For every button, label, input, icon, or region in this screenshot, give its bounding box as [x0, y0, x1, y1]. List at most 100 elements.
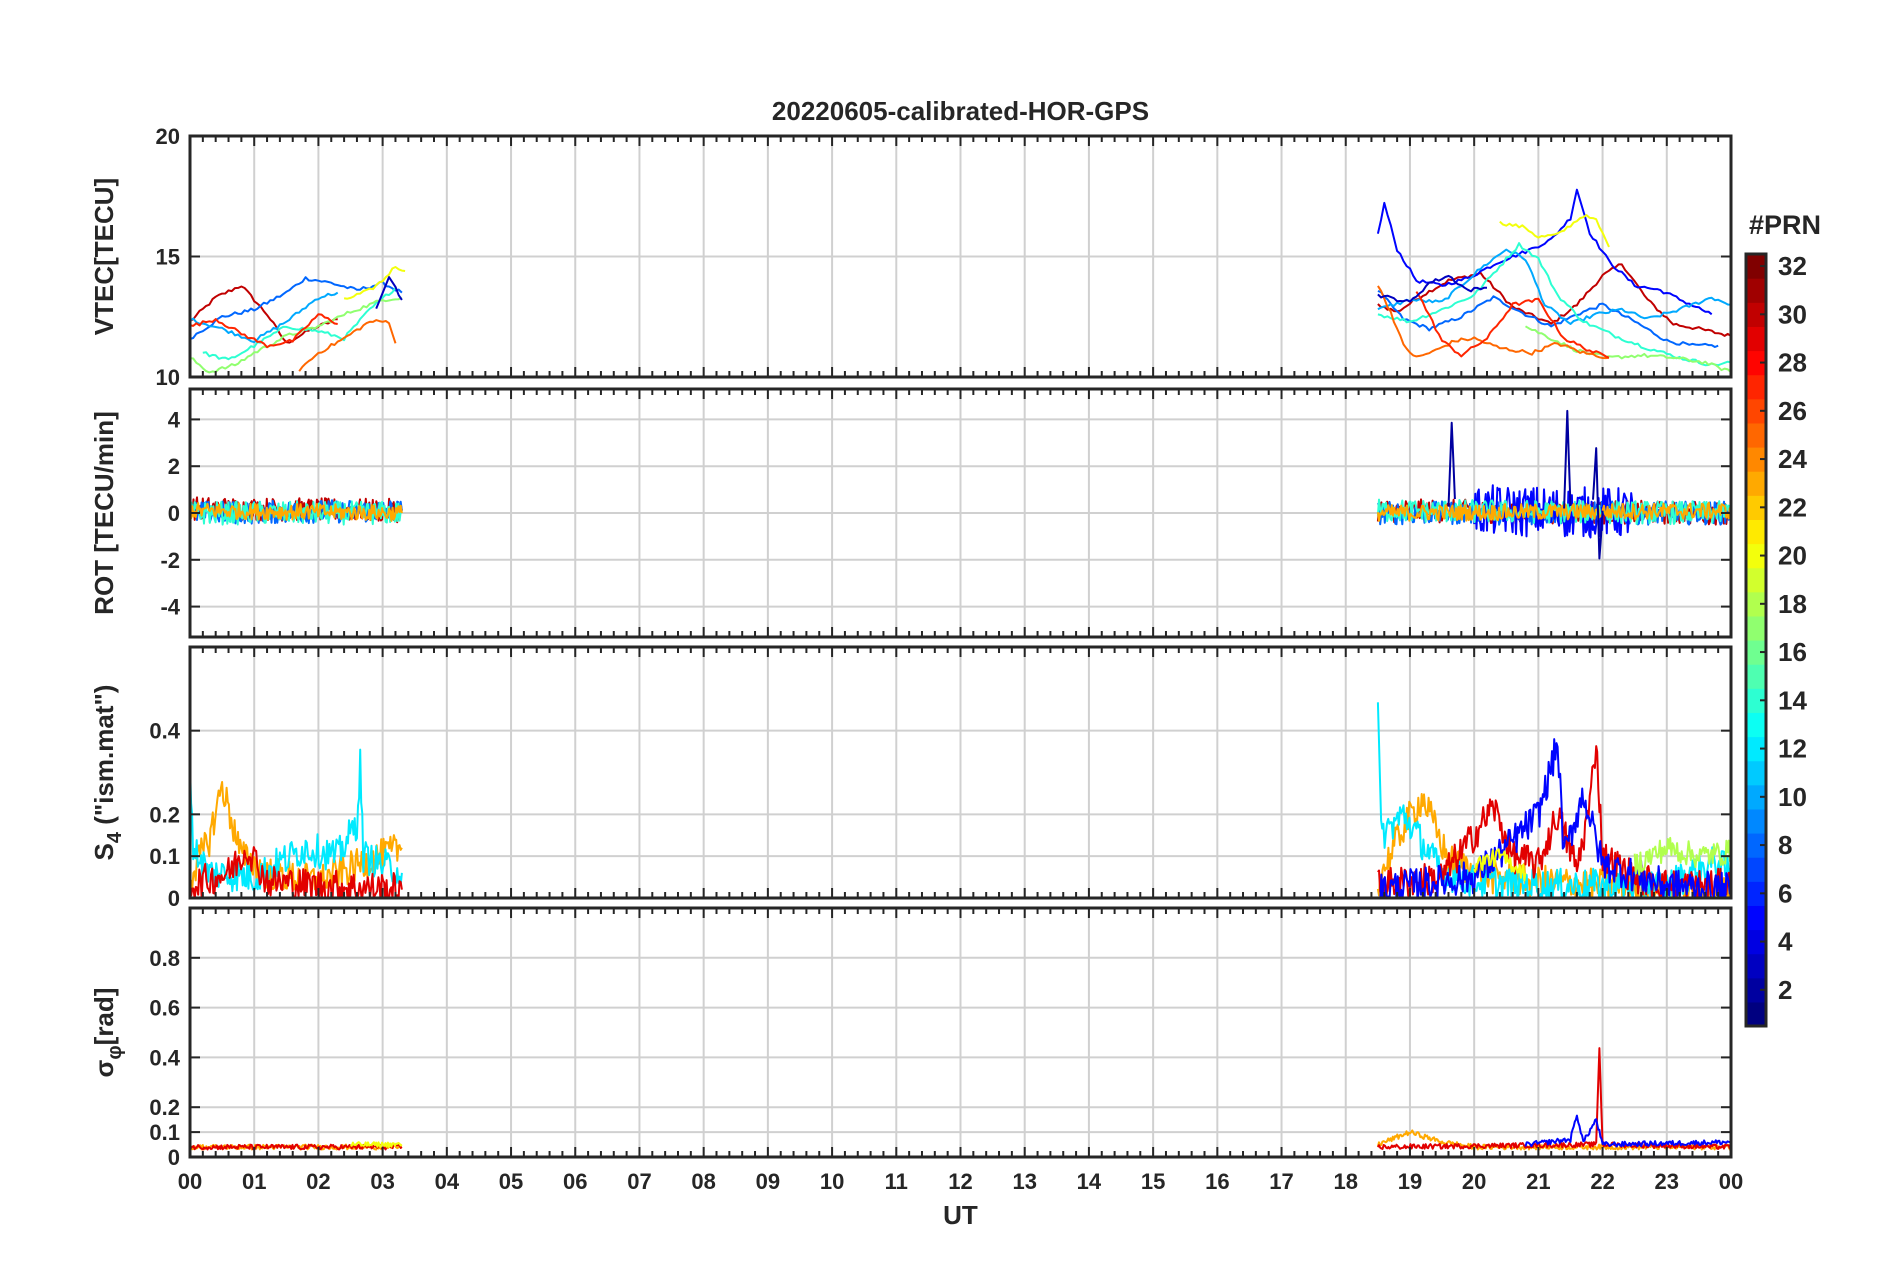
series-line-prn-2: [1563, 409, 1572, 509]
panel-frame: [188, 134, 1733, 379]
series-line-prn-20: [1499, 214, 1610, 248]
colorbar-tick-label: 22: [1778, 492, 1807, 522]
series-line-prn-14: [1377, 242, 1731, 367]
series-line-prn-29: [1377, 1047, 1731, 1150]
y-axis-label-sub: φ: [104, 1045, 126, 1059]
x-tick-label: 06: [563, 1169, 587, 1194]
y-tick-label: 20: [156, 124, 180, 149]
x-axis-label: UT: [943, 1200, 978, 1230]
x-tick-label: 04: [435, 1169, 460, 1194]
series-line-prn-2: [1592, 447, 1604, 560]
colorbar-cell: [1746, 640, 1766, 665]
x-tick-label: 18: [1334, 1169, 1358, 1194]
series-line-prn-20: [343, 266, 406, 300]
x-tick-label: 20: [1462, 1169, 1486, 1194]
colorbar-cell: [1746, 278, 1766, 303]
series-group-s4: [190, 702, 1731, 898]
y-tick-label: 0.4: [149, 1045, 180, 1070]
colorbar-cell: [1746, 495, 1766, 520]
colorbar-tick-label: 10: [1778, 782, 1807, 812]
colorbar-label: #PRN: [1749, 210, 1821, 240]
x-tick-label: 00: [178, 1169, 202, 1194]
y-tick-label: -4: [160, 595, 180, 620]
y-tick-label: 0.2: [149, 1095, 180, 1120]
colorbar-cell: [1746, 1001, 1766, 1027]
colorbar-tick-label: 26: [1778, 396, 1807, 426]
colorbar-tick-label: 6: [1778, 878, 1792, 908]
y-axis-label: ROT [TECU/min]: [89, 411, 119, 615]
y-axis-label-main: S: [89, 843, 119, 860]
series-line-prn-23: [190, 502, 403, 522]
colorbar-cell: [1746, 760, 1766, 786]
colorbar-tick-label: 8: [1778, 830, 1792, 860]
x-tick-label: 21: [1526, 1169, 1550, 1194]
y-tick-label: 10: [156, 365, 180, 390]
y-axis-label: S4 ("ism.mat"): [89, 685, 126, 861]
colorbar-cell: [1746, 302, 1766, 327]
colorbar-cell: [1746, 615, 1766, 641]
series-line-prn-30: [1377, 263, 1731, 337]
panel-frame: [188, 645, 1733, 900]
series-line-prn-20: [1473, 848, 1527, 882]
x-tick-label: 10: [820, 1169, 844, 1194]
x-tick-label: 12: [948, 1169, 972, 1194]
colorbar-cell: [1746, 905, 1766, 931]
series-line-prn-5: [1377, 738, 1731, 898]
colorbar-tick-label: 30: [1778, 299, 1807, 329]
x-tick-label: 02: [306, 1169, 330, 1194]
y-tick-label: 0.6: [149, 996, 180, 1021]
colorbar-cell: [1746, 398, 1766, 424]
colorbar-tick-label: 4: [1778, 927, 1793, 957]
colorbar-cell: [1746, 881, 1766, 906]
series-line-prn-17: [1524, 325, 1731, 373]
colorbar-cell: [1746, 953, 1766, 979]
series-group-sigma: [190, 1047, 1731, 1151]
series-line-prn-25: [1377, 285, 1610, 360]
x-tick-label: 11: [885, 1169, 908, 1194]
series-line-prn-14: [202, 287, 397, 361]
y-tick-label: -2: [160, 548, 180, 573]
x-tick-label: 22: [1590, 1169, 1614, 1194]
x-tick-label: 07: [627, 1169, 651, 1194]
x-tick-label: 09: [756, 1169, 780, 1194]
series-line-prn-5: [1376, 188, 1713, 316]
colorbar-cell: [1746, 929, 1766, 955]
colorbar-cell: [1746, 977, 1766, 1003]
series-line-prn-18: [1633, 836, 1731, 876]
x-tick-label: 13: [1012, 1169, 1036, 1194]
series-line-prn-29: [190, 846, 403, 898]
x-tick-label: 03: [370, 1169, 394, 1194]
series-group-rot: [190, 409, 1731, 560]
colorbar-tick-label: 32: [1778, 251, 1807, 281]
colorbar-tick-label: 28: [1778, 348, 1807, 378]
series-line-prn-5: [1473, 484, 1636, 539]
x-tick-label: 01: [242, 1169, 266, 1194]
series-group-vtec: [190, 188, 1731, 374]
y-axis-label: σφ[rad]: [89, 988, 126, 1078]
series-line-prn-2: [1447, 421, 1456, 507]
colorbar-frame: [1744, 252, 1768, 1028]
colorbar-tick-label: 2: [1778, 975, 1792, 1005]
x-tick-label: 16: [1205, 1169, 1229, 1194]
series-line-prn-8: [190, 276, 403, 340]
colorbar-cell: [1746, 543, 1766, 569]
x-tick-label: 17: [1269, 1169, 1293, 1194]
y-tick-label: 0.4: [149, 719, 180, 744]
x-tick-label: 05: [499, 1169, 523, 1194]
colorbar-tick-label: 24: [1778, 444, 1807, 474]
colorbar-cell: [1746, 712, 1766, 738]
colorbar-tick-label: 18: [1778, 589, 1807, 619]
y-axis-label-main: σ: [89, 1059, 119, 1077]
y-tick-label: 0: [168, 501, 180, 526]
x-tick-label: 14: [1077, 1169, 1102, 1194]
panel-rot: -4 -2 0 2 4 ROT [TECU/min]: [89, 387, 1733, 639]
colorbar-cell: [1746, 833, 1766, 858]
y-axis-label: VTEC[TECU]: [89, 178, 119, 335]
series-line-prn-12: [190, 748, 403, 893]
colorbar-cell: [1746, 350, 1766, 376]
colorbar-tick-label: 14: [1778, 685, 1807, 715]
colorbar-cell: [1746, 567, 1766, 593]
colorbar-cell: [1746, 784, 1766, 810]
colorbar-tick-label: 20: [1778, 541, 1807, 571]
